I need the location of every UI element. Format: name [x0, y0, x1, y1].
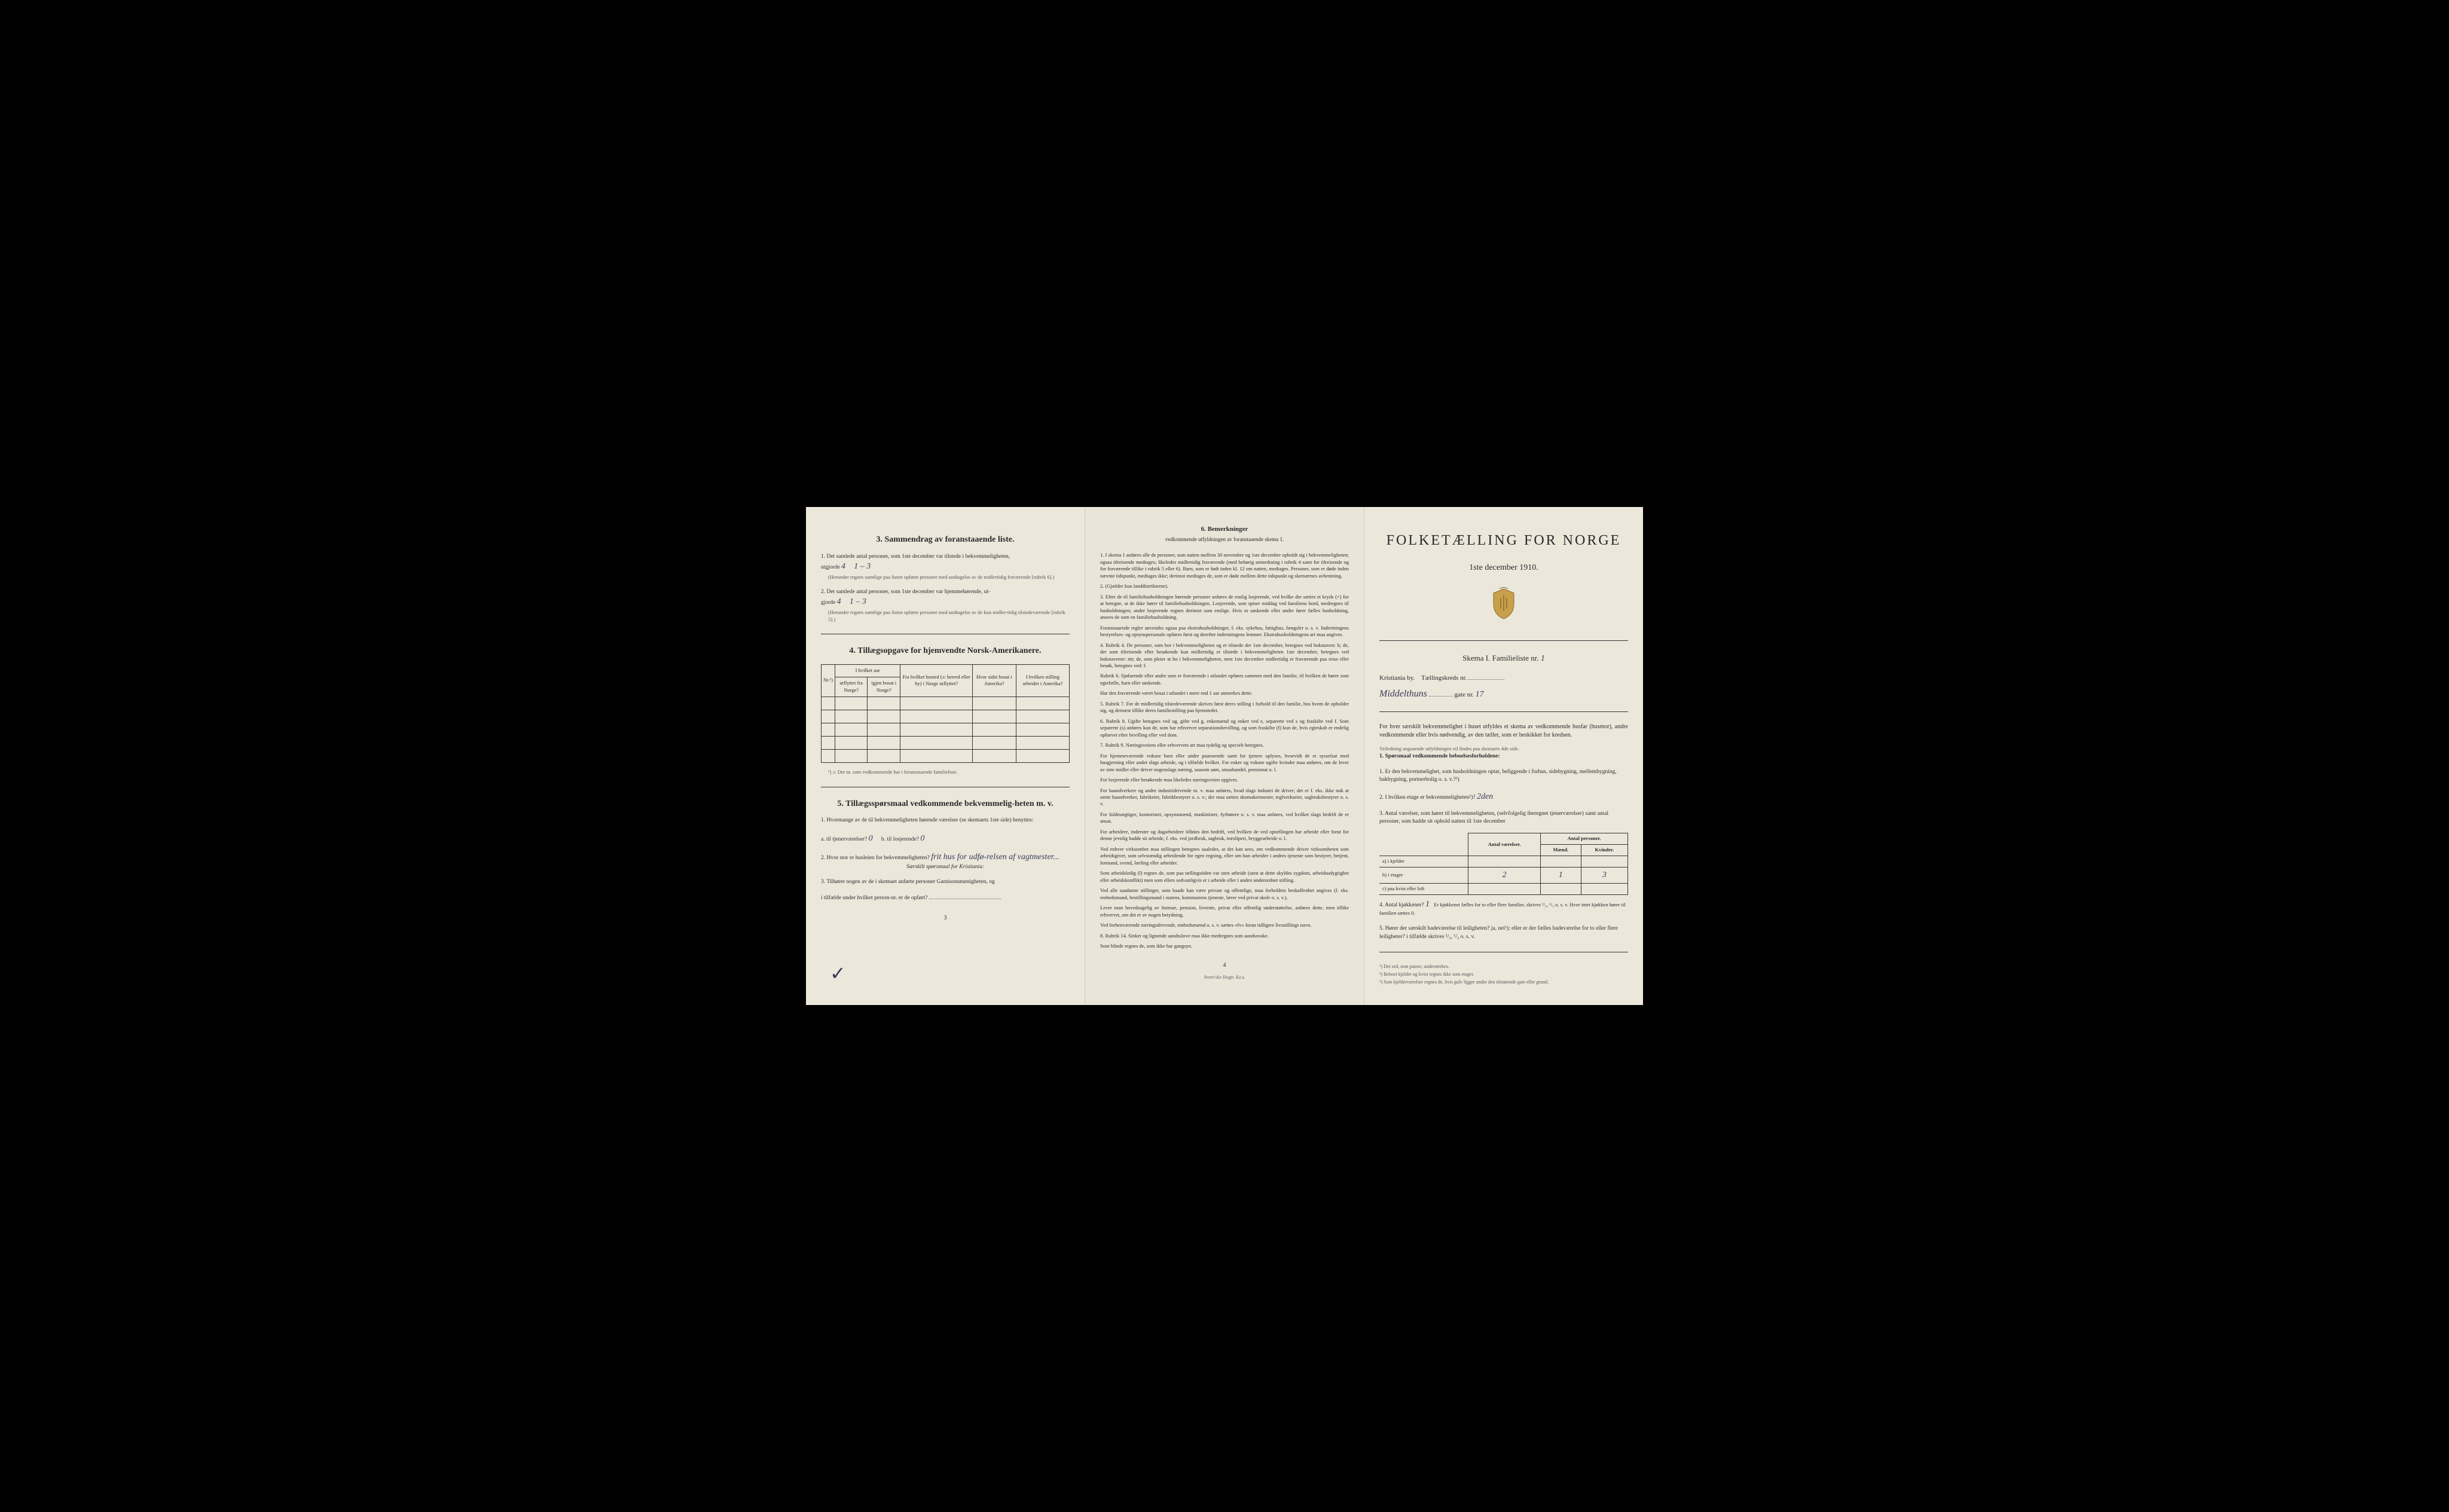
section4-footnote: ¹) ɔ: Det nr. som vedkommende har i fora… [828, 769, 1070, 776]
q2-value: 4 [837, 597, 841, 606]
section4-title: 4. Tillægsopgave for hjemvendte Norsk-Am… [821, 645, 1070, 657]
remark-2: 2. (Gjælder kun landdistrikterne). [1100, 583, 1349, 589]
census-date: 1ste december 1910. [1379, 562, 1628, 574]
section5-q3: 3. Tilhører nogen av de i skemaet anført… [821, 878, 1070, 902]
census-document: 3. Sammendrag av foranstaaende liste. 1.… [806, 507, 1643, 1004]
q1-value: 4 [841, 562, 845, 571]
section1-title: 1. Spørsmaal vedkommende beboelsesforhol… [1379, 753, 1628, 760]
printer-credit: Steen'ske Bogtr. Kr.a. [1100, 975, 1349, 981]
remark-6: 6. Rubrik 8. Ugifte betegnes ved ug, gif… [1100, 718, 1349, 738]
remark-8: 8. Rubrik 14. Sinker og lignende aandssl… [1100, 933, 1349, 939]
remark-3: 3. Efter de til familiehusholdningen hør… [1100, 594, 1349, 621]
housing-q2: 2. I hvilken etage er bekvemmeligheten²)… [1379, 791, 1628, 803]
city-line: Kristiania by. Tællingskreds nr. [1379, 674, 1628, 683]
section5-q2: 2. Hvor stor er husleien for bekvemmelig… [821, 851, 1070, 871]
remark-4: 4. Rubrik 4. De personer, som bor i bekv… [1100, 642, 1349, 670]
q2-value2: 1 – 3 [850, 597, 866, 606]
q1-value2: 1 – 3 [854, 562, 871, 571]
housing-q3: 3. Antal værelser, som hører til bekvemm… [1379, 810, 1628, 826]
table-row [822, 736, 1070, 749]
housing-q5: 5. Hører der særskilt badeværelse til le… [1379, 925, 1628, 941]
section3-q1: 1. Det samlede antal personer, som 1ste … [821, 553, 1070, 581]
intro-text: For hver særskilt bekvemmelighet i huset… [1379, 723, 1628, 740]
table-row: a) i kjelder [1379, 856, 1628, 868]
table-row [822, 710, 1070, 723]
emigrant-table: Nr.¹) I hvilket aar Fra hvilket bosted (… [821, 664, 1070, 763]
housing-q1: 1. Er den bekvemmelighet, som husholdnin… [1379, 768, 1628, 784]
street-line: Middelthuns gate nr. 17 [1379, 688, 1628, 701]
table-row [822, 749, 1070, 762]
table-row [822, 697, 1070, 710]
housing-q4: 4. Antal kjøkkener? 1 Er kjøkkenet fælle… [1379, 899, 1628, 918]
coat-of-arms-icon [1379, 586, 1628, 630]
remark-7: 7. Rubrik 9. Næringsveiens eller erhverv… [1100, 742, 1349, 749]
section6-title: 6. Bemerkninger [1100, 525, 1349, 534]
table-row: c) paa kvist eller loft [1379, 883, 1628, 894]
panel-right: FOLKETÆLLING FOR NORGE 1ste december 191… [1364, 507, 1643, 1004]
section5-title: 5. Tillægsspørsmaal vedkommende bekvemme… [821, 798, 1070, 810]
section3-title: 3. Sammendrag av foranstaaende liste. [821, 534, 1070, 546]
footnotes: ¹) Det ord, som passer, understrekes. ²)… [1379, 963, 1628, 986]
document-title: FOLKETÆLLING FOR NORGE [1379, 531, 1628, 551]
section5-q1: 1. Hvormange av de til bekvemmeligheten … [821, 817, 1070, 844]
page-number: 4 [1100, 961, 1349, 970]
table-row: b) i etager 2 1 3 [1379, 868, 1628, 884]
remark-1: 1. I skema 1 anføres alle de personer, s… [1100, 552, 1349, 579]
remark-5: 5. Rubrik 7. For de midlertidig tilstede… [1100, 701, 1349, 714]
checkmark-icon: ✓ [830, 960, 846, 987]
panel-left: 3. Sammendrag av foranstaaende liste. 1.… [806, 507, 1085, 1004]
page-number: 3 [821, 914, 1070, 923]
persons-table: Antal værelser. Antal personer. Mænd. Kv… [1379, 833, 1628, 894]
section3-q2: 2. Det samlede antal personer, som 1ste … [821, 588, 1070, 624]
table-row [822, 723, 1070, 736]
schema-line: Skema I. Familieliste nr. 1 [1379, 653, 1628, 665]
panel-middle: 6. Bemerkninger vedkommende utfyldningen… [1085, 507, 1364, 1004]
